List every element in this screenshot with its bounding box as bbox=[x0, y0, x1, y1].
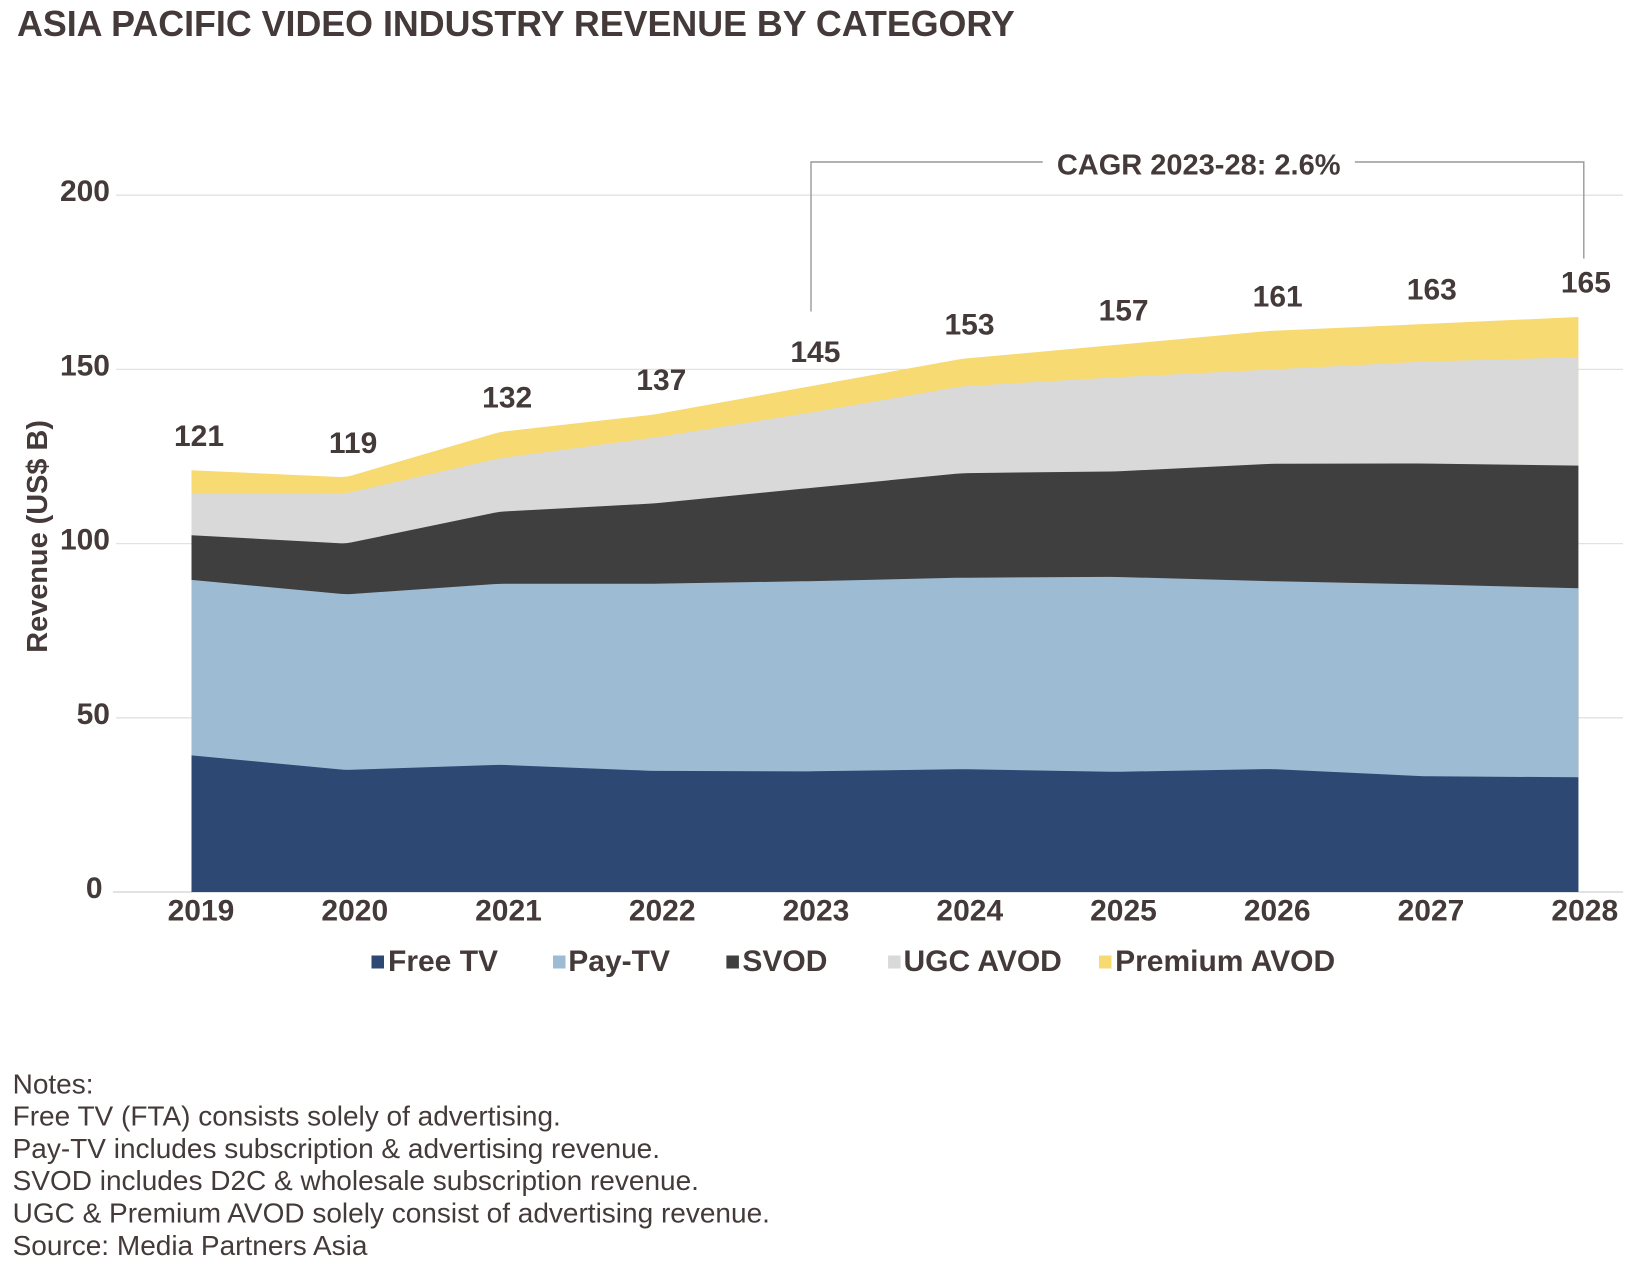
svg-text:2024: 2024 bbox=[936, 895, 1003, 928]
svg-text:165: 165 bbox=[1561, 267, 1611, 300]
svg-text:2019: 2019 bbox=[168, 895, 235, 928]
svg-text:2025: 2025 bbox=[1090, 895, 1157, 928]
svg-text:Pay-TV includes subscription &: Pay-TV includes subscription & advertisi… bbox=[13, 1133, 660, 1164]
svg-text:Premium AVOD: Premium AVOD bbox=[1115, 945, 1335, 978]
svg-text:2026: 2026 bbox=[1244, 895, 1311, 928]
svg-text:100: 100 bbox=[60, 524, 110, 557]
svg-text:Free TV (FTA) consists solely: Free TV (FTA) consists solely of adverti… bbox=[13, 1101, 561, 1132]
svg-text:0: 0 bbox=[86, 872, 103, 905]
svg-text:Revenue (US$ B): Revenue (US$ B) bbox=[22, 420, 54, 653]
svg-text:Notes:: Notes: bbox=[13, 1068, 94, 1099]
svg-text:Free TV: Free TV bbox=[388, 945, 498, 978]
svg-text:119: 119 bbox=[329, 427, 377, 460]
svg-text:SVOD includes D2C & wholesale: SVOD includes D2C & wholesale subscripti… bbox=[13, 1165, 699, 1196]
svg-text:121: 121 bbox=[174, 420, 224, 453]
svg-text:Pay-TV: Pay-TV bbox=[568, 945, 670, 978]
svg-text:50: 50 bbox=[77, 698, 110, 731]
svg-text:157: 157 bbox=[1099, 294, 1149, 327]
svg-text:2022: 2022 bbox=[629, 895, 696, 928]
svg-text:153: 153 bbox=[944, 308, 994, 341]
svg-text:145: 145 bbox=[790, 336, 840, 369]
svg-text:UGC AVOD: UGC AVOD bbox=[904, 945, 1062, 978]
svg-text:2028: 2028 bbox=[1551, 895, 1618, 928]
svg-text:132: 132 bbox=[482, 382, 532, 415]
svg-text:ASIA PACIFIC VIDEO INDUSTRY RE: ASIA PACIFIC VIDEO INDUSTRY REVENUE BY C… bbox=[17, 4, 1015, 44]
svg-text:2020: 2020 bbox=[321, 895, 388, 928]
svg-text:2023: 2023 bbox=[783, 895, 850, 928]
svg-text:163: 163 bbox=[1407, 274, 1457, 307]
svg-text:CAGR 2023-28: 2.6%: CAGR 2023-28: 2.6% bbox=[1057, 150, 1341, 182]
svg-text:2021: 2021 bbox=[475, 895, 542, 928]
svg-text:SVOD: SVOD bbox=[742, 945, 827, 978]
svg-text:150: 150 bbox=[60, 349, 110, 382]
svg-text:200: 200 bbox=[60, 175, 110, 208]
svg-text:2027: 2027 bbox=[1398, 895, 1465, 928]
svg-text:Source: Media Partners Asia: Source: Media Partners Asia bbox=[13, 1230, 368, 1261]
svg-text:UGC & Premium AVOD solely cons: UGC & Premium AVOD solely consist of adv… bbox=[13, 1198, 770, 1229]
svg-text:161: 161 bbox=[1253, 280, 1303, 313]
svg-text:137: 137 bbox=[636, 364, 686, 397]
